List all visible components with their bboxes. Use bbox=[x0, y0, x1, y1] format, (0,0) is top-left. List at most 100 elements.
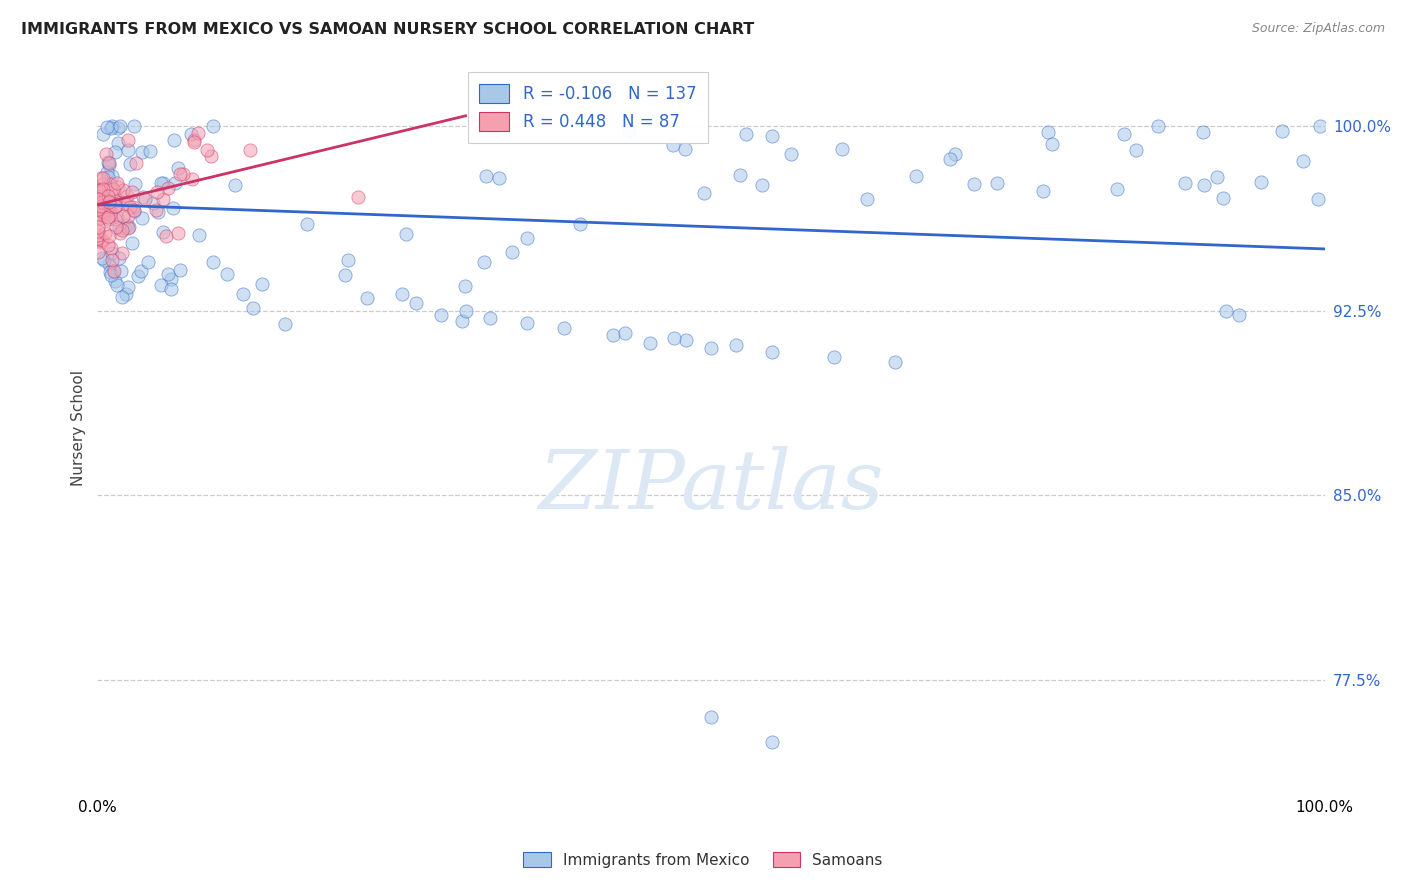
Point bbox=[155, 229, 177, 244]
Point bbox=[614, 326, 637, 340]
Point bbox=[761, 128, 783, 143]
Point bbox=[110, 245, 132, 260]
Point bbox=[1212, 191, 1234, 205]
Point bbox=[87, 185, 110, 199]
Point bbox=[700, 341, 723, 355]
Point bbox=[86, 192, 108, 206]
Point bbox=[108, 227, 131, 241]
Point bbox=[202, 255, 225, 269]
Point bbox=[101, 119, 124, 133]
Point bbox=[98, 195, 121, 210]
Point bbox=[108, 251, 131, 265]
Point bbox=[152, 225, 174, 239]
Point bbox=[96, 120, 118, 135]
Point bbox=[104, 212, 127, 227]
Point bbox=[1250, 175, 1272, 189]
Point bbox=[100, 121, 122, 136]
Point bbox=[661, 138, 683, 153]
Point bbox=[187, 228, 209, 243]
Point bbox=[91, 170, 114, 185]
Point bbox=[97, 211, 120, 225]
Point bbox=[97, 155, 120, 169]
Point bbox=[122, 200, 145, 214]
Point bbox=[167, 226, 190, 240]
Point bbox=[107, 193, 129, 207]
Point bbox=[295, 218, 318, 232]
Point bbox=[91, 194, 114, 209]
Y-axis label: Nursery School: Nursery School bbox=[72, 369, 86, 485]
Point bbox=[107, 180, 129, 194]
Point bbox=[117, 143, 139, 157]
Point bbox=[87, 245, 110, 260]
Point bbox=[884, 355, 907, 369]
Point bbox=[145, 202, 167, 217]
Point bbox=[183, 135, 205, 149]
Point bbox=[986, 176, 1008, 190]
Point bbox=[122, 202, 145, 217]
Point bbox=[90, 235, 112, 249]
Point bbox=[110, 263, 132, 277]
Point bbox=[111, 210, 134, 224]
Point bbox=[117, 280, 139, 294]
Point bbox=[1112, 127, 1135, 141]
Point bbox=[274, 317, 297, 331]
Point bbox=[98, 228, 121, 243]
Point bbox=[107, 221, 129, 235]
Point bbox=[1032, 184, 1054, 198]
Point bbox=[675, 333, 697, 347]
Point bbox=[391, 286, 413, 301]
Point bbox=[104, 199, 127, 213]
Point bbox=[252, 277, 274, 291]
Point bbox=[751, 178, 773, 193]
Point bbox=[638, 335, 661, 350]
Point bbox=[1105, 182, 1128, 196]
Point bbox=[124, 155, 146, 169]
Point bbox=[454, 303, 477, 318]
Point bbox=[242, 301, 264, 316]
Point bbox=[231, 287, 253, 301]
Point bbox=[1038, 125, 1060, 139]
Point bbox=[86, 202, 108, 217]
Point bbox=[215, 268, 238, 282]
Point bbox=[156, 181, 179, 195]
Point bbox=[104, 219, 127, 234]
Point bbox=[100, 200, 122, 214]
Point bbox=[87, 207, 110, 221]
Point bbox=[724, 338, 747, 352]
Point bbox=[98, 202, 121, 217]
Point bbox=[87, 219, 110, 234]
Point bbox=[98, 158, 121, 172]
Point bbox=[163, 177, 186, 191]
Point bbox=[97, 238, 120, 252]
Point bbox=[91, 206, 114, 220]
Point bbox=[761, 345, 783, 359]
Point bbox=[181, 171, 204, 186]
Point bbox=[943, 146, 966, 161]
Point bbox=[90, 199, 112, 213]
Point bbox=[823, 351, 845, 365]
Point bbox=[856, 192, 879, 206]
Point bbox=[761, 735, 783, 749]
Point bbox=[104, 274, 127, 288]
Point bbox=[169, 167, 191, 181]
Point bbox=[100, 268, 122, 282]
Point bbox=[98, 257, 121, 271]
Point bbox=[700, 710, 723, 724]
Point bbox=[111, 183, 134, 197]
Point bbox=[474, 169, 496, 184]
Point bbox=[117, 209, 139, 223]
Point bbox=[87, 202, 110, 216]
Point bbox=[122, 119, 145, 133]
Point bbox=[107, 121, 129, 136]
Point bbox=[89, 170, 111, 185]
Point bbox=[90, 233, 112, 247]
Point bbox=[104, 199, 127, 213]
Point bbox=[693, 186, 716, 200]
Point bbox=[117, 133, 139, 147]
Point bbox=[479, 310, 502, 325]
Point bbox=[1146, 119, 1168, 133]
Point bbox=[87, 212, 110, 227]
Point bbox=[172, 167, 194, 181]
Point bbox=[86, 234, 108, 248]
Point bbox=[1271, 124, 1294, 138]
